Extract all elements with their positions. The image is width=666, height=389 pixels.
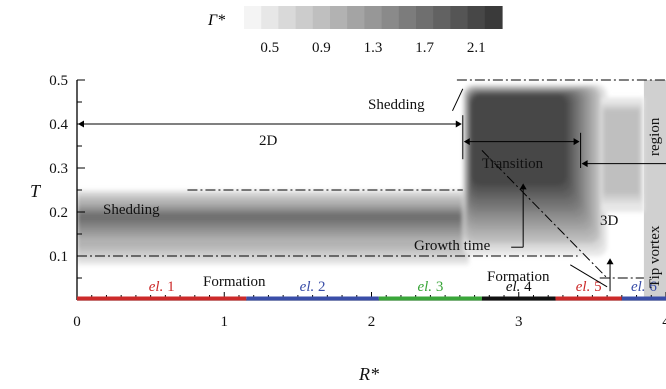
colorbar-tick-label: 1.7: [415, 40, 434, 56]
y-tick-label: 0.5: [49, 73, 68, 89]
formation-left-label: Formation: [203, 274, 266, 290]
growth-time-arrowhead: [519, 183, 527, 190]
transition-label: Transition: [482, 156, 544, 172]
shedding-left-label: Shedding: [103, 202, 160, 218]
two-d-arrowhead-right: [455, 120, 462, 128]
colorbar-cells: [244, 6, 503, 29]
colorbar-cell: [450, 6, 469, 29]
colorbar-cell: [261, 6, 279, 29]
colorbar-tick-label: 0.9: [312, 40, 331, 56]
guide-lines: [77, 79, 666, 279]
element-label: el. 3: [417, 279, 443, 295]
y-axis-title: T: [30, 181, 42, 201]
colorbar-cell: [295, 6, 314, 29]
growth-time-label: Growth time: [414, 238, 491, 254]
heatmap-band-2d: [77, 214, 469, 221]
y-tick-label: 0.4: [49, 117, 68, 133]
y-tick-label: 0.2: [49, 205, 68, 221]
region-label: region: [647, 117, 663, 156]
x-tick-label: 4: [662, 314, 666, 330]
x-axis-title: R*: [358, 364, 379, 384]
colorbar-tick-label: 2.1: [467, 40, 486, 56]
growth-diagonal-guide: [481, 150, 608, 279]
colorbar-cell: [347, 6, 365, 29]
two-d-label: 2D: [259, 133, 278, 149]
colorbar-tick-labels: 0.5 0.9 1.3 1.7 2.1: [260, 40, 485, 56]
colorbar-tick-label: 1.3: [364, 40, 383, 56]
element-label: el. 5: [576, 279, 602, 295]
heatmap-band-3d: [603, 109, 640, 194]
y-ticks: 0.1 0.2 0.3 0.4 0.5: [49, 73, 85, 279]
shedding-top-leader: [452, 88, 464, 112]
transition-arrowhead-left: [463, 138, 470, 146]
tip-vortex-region-shade: [643, 80, 666, 300]
element-bars: el. 1 el. 2 el. 3 el. 4 el. 5 el. 6: [77, 279, 666, 301]
colorbar-cell: [484, 6, 503, 29]
formation-right-leader: [570, 264, 608, 288]
x-tick-label: 3: [515, 314, 523, 330]
heatmap-field: [77, 84, 644, 265]
formation-right-label: Formation: [487, 269, 550, 285]
x-tick-label: 0: [73, 314, 81, 330]
colorbar-cell: [244, 6, 262, 29]
colorbar-cell: [381, 6, 400, 29]
element-label: el. 2: [300, 279, 326, 295]
tip-vortex-label: Tip vortex: [647, 225, 663, 288]
y-tick-label: 0.3: [49, 161, 68, 177]
x-tick-label: 2: [368, 314, 376, 330]
colorbar-cell: [398, 6, 417, 29]
transition-arrowhead-right: [573, 138, 580, 146]
shedding-top-label: Shedding: [368, 97, 425, 113]
colorbar-cell: [278, 6, 297, 29]
element-label: el. 4: [506, 279, 532, 295]
colorbar: Γ* 0.5 0.9 1.3 1.7 2.1: [207, 6, 503, 56]
colorbar-cell: [433, 6, 451, 29]
element-label: el. 1: [149, 279, 175, 295]
two-d-arrowhead-left: [78, 120, 84, 128]
formation-right-arrowhead: [606, 258, 614, 265]
colorbar-title: Γ*: [207, 12, 225, 29]
three-d-arrowhead-left: [581, 160, 588, 168]
colorbar-cell: [330, 6, 348, 29]
colorbar-cell: [416, 6, 434, 29]
heatmap-band-transition: [470, 94, 568, 186]
y-tick-label: 0.1: [49, 249, 68, 265]
colorbar-cell: [312, 6, 331, 29]
colorbar-tick-label: 0.5: [260, 40, 279, 56]
element-label: el. 6: [631, 279, 657, 295]
colorbar-cell: [364, 6, 383, 29]
colorbar-cell: [467, 6, 486, 29]
x-tick-label: 1: [221, 314, 229, 330]
three-d-label: 3D: [600, 213, 619, 229]
annotation-arrows: [78, 88, 666, 292]
